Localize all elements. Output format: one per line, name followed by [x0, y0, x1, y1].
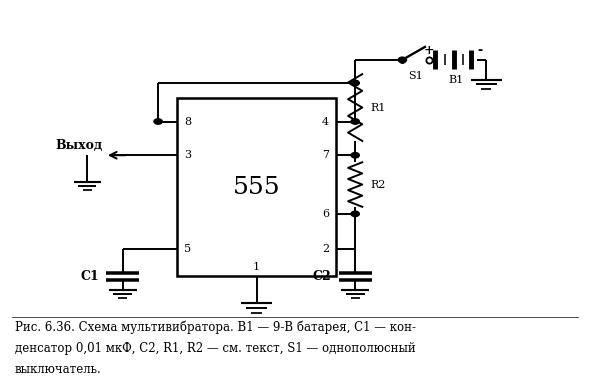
- Circle shape: [351, 80, 359, 86]
- Text: 3: 3: [184, 150, 191, 160]
- Text: S1: S1: [408, 71, 423, 81]
- Text: B1: B1: [448, 75, 464, 85]
- Circle shape: [351, 119, 359, 124]
- Text: R1: R1: [370, 103, 385, 113]
- Text: R2: R2: [370, 179, 385, 190]
- Text: 7: 7: [322, 150, 329, 160]
- Text: -: -: [478, 44, 483, 57]
- Text: 555: 555: [233, 176, 280, 199]
- Text: выключатель.: выключатель.: [15, 363, 101, 376]
- Text: C2: C2: [313, 270, 332, 283]
- Text: 8: 8: [184, 117, 191, 127]
- Bar: [177, 98, 336, 276]
- Text: Рис. 6.36. Схема мультивибратора. B1 — 9-B батарея, C1 — кон-: Рис. 6.36. Схема мультивибратора. B1 — 9…: [15, 320, 416, 334]
- Circle shape: [154, 119, 162, 124]
- Text: денсатор 0,01 мкФ, C2, R1, R2 — см. текст, S1 — однополюсный: денсатор 0,01 мкФ, C2, R1, R2 — см. текс…: [15, 342, 415, 355]
- Text: 6: 6: [322, 209, 329, 219]
- Text: 5: 5: [184, 244, 191, 254]
- Circle shape: [351, 211, 359, 217]
- Text: 4: 4: [322, 117, 329, 127]
- Text: Выход: Выход: [55, 139, 102, 152]
- Circle shape: [398, 57, 407, 63]
- Text: C1: C1: [80, 270, 99, 283]
- Circle shape: [351, 152, 359, 158]
- Text: +: +: [424, 44, 434, 57]
- Text: 2: 2: [322, 244, 329, 254]
- Text: 1: 1: [253, 262, 260, 272]
